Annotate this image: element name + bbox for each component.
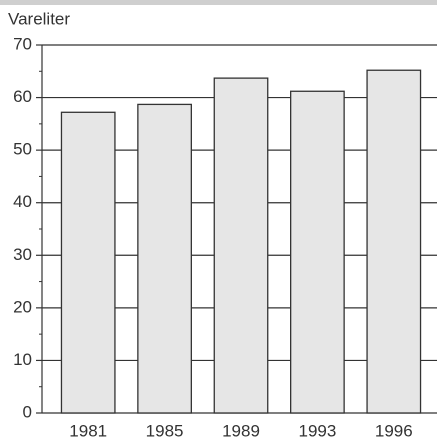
bar	[137, 103, 192, 414]
x-tick-label: 1981	[69, 421, 107, 440]
y-tick-label: 40	[13, 192, 32, 211]
bar	[290, 90, 345, 414]
y-tick-label: 70	[13, 34, 32, 53]
y-tick-label: 10	[13, 350, 32, 369]
bar	[60, 111, 116, 414]
y-axis-label: Vareliter	[8, 9, 70, 28]
y-tick-label: 50	[13, 140, 32, 159]
bar	[213, 77, 269, 414]
x-tick-label: 1996	[375, 421, 413, 440]
y-tick-label: 60	[13, 87, 32, 106]
x-tick-label: 1985	[146, 421, 184, 440]
y-tick-label: 20	[13, 297, 32, 316]
bar	[366, 69, 422, 414]
x-tick-label: 1993	[298, 421, 336, 440]
y-tick-label: 30	[13, 245, 32, 264]
top-band	[0, 0, 437, 5]
y-tick-label: 0	[23, 402, 32, 421]
x-tick-label: 1989	[222, 421, 260, 440]
